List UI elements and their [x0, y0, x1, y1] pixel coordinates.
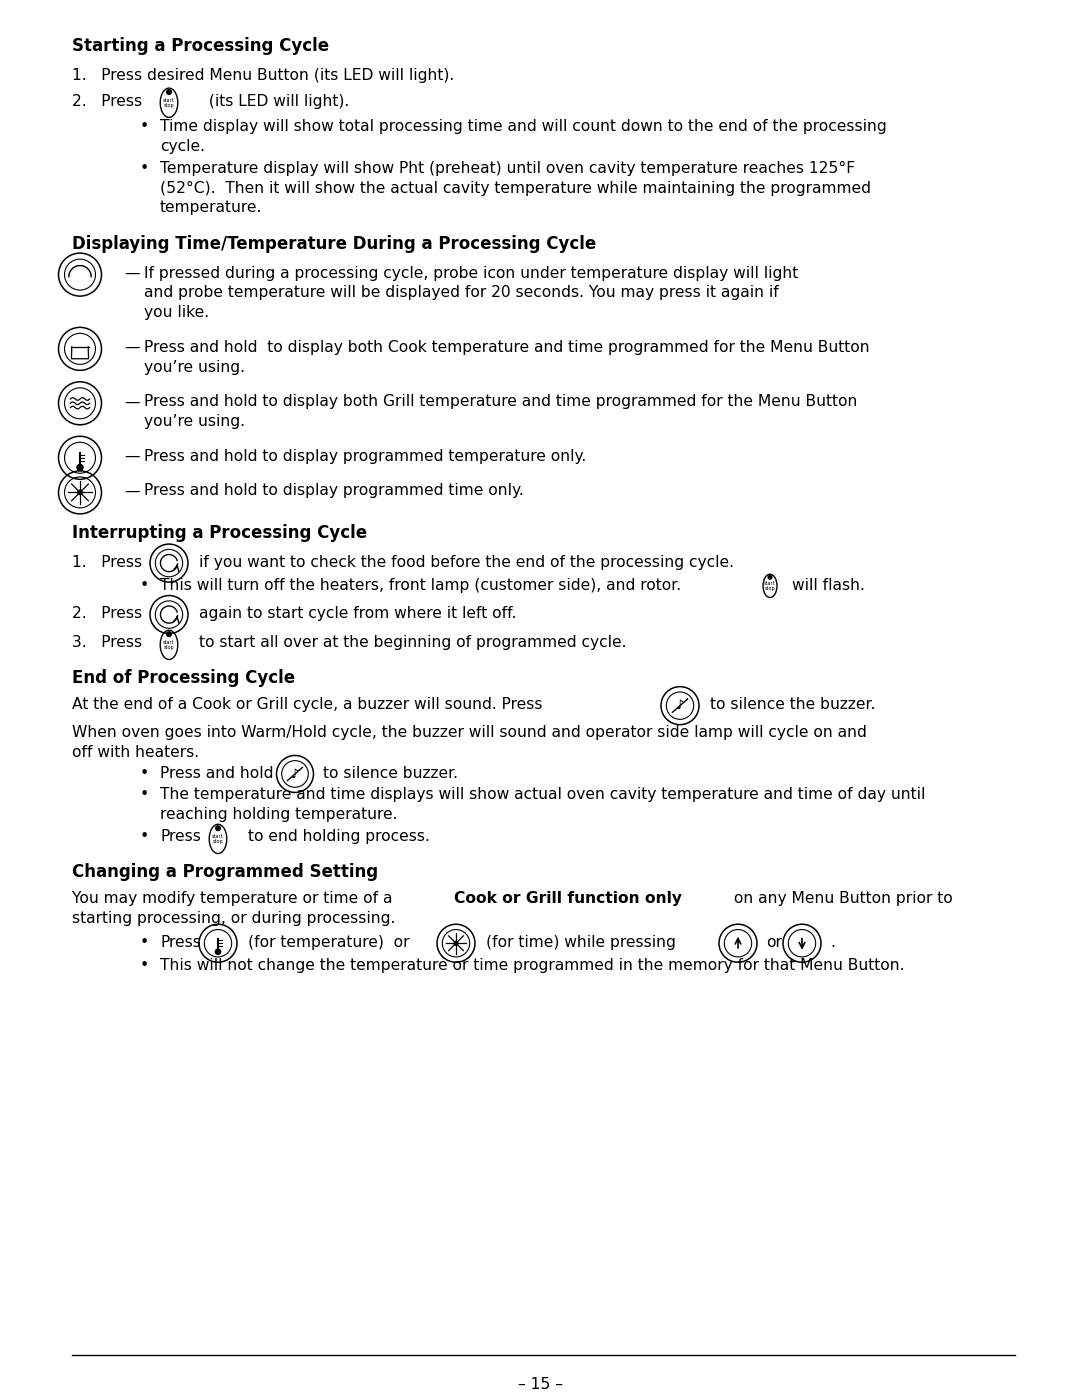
Text: ♪: ♪	[291, 767, 299, 781]
Text: start
stop: start stop	[212, 834, 224, 844]
Text: to end holding process.: to end holding process.	[248, 828, 430, 844]
Text: reaching holding temperature.: reaching holding temperature.	[160, 807, 397, 823]
Text: (for time) while pressing: (for time) while pressing	[486, 935, 676, 950]
Text: or: or	[766, 935, 782, 950]
Text: .: .	[831, 935, 835, 950]
Text: —: —	[124, 483, 139, 499]
Text: temperature.: temperature.	[160, 200, 262, 215]
Text: (its LED will light).: (its LED will light).	[199, 95, 349, 109]
Text: •: •	[140, 119, 149, 134]
Text: 1.   Press desired Menu Button (its LED will light).: 1. Press desired Menu Button (its LED wi…	[72, 67, 455, 82]
Circle shape	[166, 89, 172, 95]
Text: Changing a Programmed Setting: Changing a Programmed Setting	[72, 863, 378, 880]
Text: and probe temperature will be displayed for 20 seconds. You may press it again i: and probe temperature will be displayed …	[144, 285, 779, 300]
Text: cycle.: cycle.	[160, 138, 205, 154]
Text: When oven goes into Warm/Hold cycle, the buzzer will sound and operator side lam: When oven goes into Warm/Hold cycle, the…	[72, 725, 867, 740]
Text: if you want to check the food before the end of the processing cycle.: if you want to check the food before the…	[199, 555, 734, 570]
Text: •: •	[140, 577, 149, 592]
Text: Displaying Time/Temperature During a Processing Cycle: Displaying Time/Temperature During a Pro…	[72, 235, 596, 253]
Circle shape	[216, 826, 220, 830]
Text: Cook or Grill function only: Cook or Grill function only	[454, 891, 681, 907]
Text: Press and hold to display programmed temperature only.: Press and hold to display programmed tem…	[144, 448, 586, 464]
Text: Press and hold  to display both Cook temperature and time programmed for the Men: Press and hold to display both Cook temp…	[144, 339, 869, 355]
Text: You may modify temperature or time of a: You may modify temperature or time of a	[72, 891, 397, 907]
Text: (52°C).  Then it will show the actual cavity temperature while maintaining the p: (52°C). Then it will show the actual cav…	[160, 180, 870, 196]
Text: Time display will show total processing time and will count down to the end of t: Time display will show total processing …	[160, 119, 887, 134]
Text: starting processing, or during processing.: starting processing, or during processin…	[72, 911, 395, 926]
Text: (for temperature)  or: (for temperature) or	[248, 935, 409, 950]
Text: to silence buzzer.: to silence buzzer.	[323, 766, 458, 781]
Text: you’re using.: you’re using.	[144, 414, 245, 429]
Text: start
stop: start stop	[163, 98, 175, 108]
Text: you’re using.: you’re using.	[144, 360, 245, 374]
Text: Interrupting a Processing Cycle: Interrupting a Processing Cycle	[72, 524, 367, 542]
Text: off with heaters.: off with heaters.	[72, 745, 199, 760]
Text: At the end of a Cook or Grill cycle, a buzzer will sound. Press: At the end of a Cook or Grill cycle, a b…	[72, 697, 542, 712]
Text: •: •	[140, 788, 149, 802]
Text: start
stop: start stop	[163, 640, 175, 650]
Circle shape	[768, 576, 772, 580]
Circle shape	[78, 490, 82, 495]
Text: 2.   Press: 2. Press	[72, 95, 143, 109]
Text: —: —	[124, 265, 139, 281]
Text: —: —	[124, 448, 139, 464]
Text: Press and hold: Press and hold	[160, 766, 273, 781]
Text: •: •	[140, 958, 149, 972]
Text: •: •	[140, 766, 149, 781]
Text: will flash.: will flash.	[792, 577, 865, 592]
Text: End of Processing Cycle: End of Processing Cycle	[72, 669, 295, 686]
Text: This will not change the temperature or time programmed in the memory for that M: This will not change the temperature or …	[160, 958, 905, 972]
Text: ♪: ♪	[676, 698, 685, 712]
Text: Press and hold to display programmed time only.: Press and hold to display programmed tim…	[144, 483, 524, 499]
Text: •: •	[140, 828, 149, 844]
Text: •: •	[140, 935, 149, 950]
Text: you like.: you like.	[144, 306, 210, 320]
Text: on any Menu Button prior to: on any Menu Button prior to	[729, 891, 953, 907]
Text: 3.   Press: 3. Press	[72, 636, 143, 650]
Text: again to start cycle from where it left off.: again to start cycle from where it left …	[199, 606, 516, 622]
Text: – 15 –: – 15 –	[517, 1377, 563, 1391]
Text: •: •	[140, 161, 149, 176]
Text: This will turn off the heaters, front lamp (customer side), and rotor.: This will turn off the heaters, front la…	[160, 577, 681, 592]
Text: start
stop: start stop	[765, 581, 775, 591]
Text: —: —	[124, 394, 139, 409]
Text: to start all over at the beginning of programmed cycle.: to start all over at the beginning of pr…	[199, 636, 626, 650]
Text: Temperature display will show Pht (preheat) until oven cavity temperature reache: Temperature display will show Pht (prehe…	[160, 161, 855, 176]
Text: 1.   Press: 1. Press	[72, 555, 143, 570]
Circle shape	[215, 949, 220, 954]
Text: Press: Press	[160, 828, 201, 844]
Circle shape	[166, 631, 172, 637]
Text: Starting a Processing Cycle: Starting a Processing Cycle	[72, 36, 329, 54]
Text: Press: Press	[160, 935, 201, 950]
Text: Press and hold to display both Grill temperature and time programmed for the Men: Press and hold to display both Grill tem…	[144, 394, 858, 409]
Text: If pressed during a processing cycle, probe icon under temperature display will : If pressed during a processing cycle, pr…	[144, 265, 798, 281]
Text: to silence the buzzer.: to silence the buzzer.	[710, 697, 876, 712]
Circle shape	[77, 464, 83, 471]
Text: —: —	[124, 339, 139, 355]
Circle shape	[454, 942, 458, 946]
Text: The temperature and time displays will show actual oven cavity temperature and t: The temperature and time displays will s…	[160, 788, 926, 802]
Text: 2.   Press: 2. Press	[72, 606, 143, 622]
